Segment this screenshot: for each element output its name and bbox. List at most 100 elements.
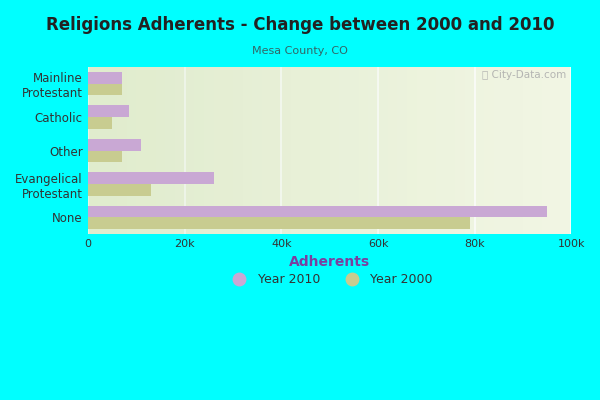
Bar (368, 67, 378, 234)
Bar (349, 67, 359, 234)
Bar (378, 67, 388, 234)
Bar (243, 67, 253, 234)
Bar (416, 67, 427, 234)
Bar (397, 67, 407, 234)
Bar (523, 67, 533, 234)
Bar (214, 67, 223, 234)
Bar (310, 67, 320, 234)
Bar (156, 67, 166, 234)
Text: ⓘ City-Data.com: ⓘ City-Data.com (482, 70, 566, 80)
Bar (465, 67, 475, 234)
Bar (513, 67, 523, 234)
Bar (204, 67, 214, 234)
Bar (542, 67, 552, 234)
Bar (194, 67, 204, 234)
Bar (281, 67, 291, 234)
Bar (88, 172, 214, 184)
Bar (446, 67, 455, 234)
Bar (233, 67, 243, 234)
Bar (446, 67, 455, 234)
Bar (156, 67, 166, 234)
Bar (301, 67, 310, 234)
Bar (146, 67, 156, 234)
Bar (427, 67, 436, 234)
Bar (88, 67, 98, 234)
Bar (262, 67, 272, 234)
Bar (98, 67, 107, 234)
Bar (88, 106, 129, 117)
Bar (494, 67, 503, 234)
Bar (552, 67, 562, 234)
Bar (281, 67, 291, 234)
Bar (533, 67, 542, 234)
Bar (272, 67, 281, 234)
Bar (494, 67, 503, 234)
Bar (88, 117, 112, 129)
Bar (533, 67, 542, 234)
Bar (272, 67, 281, 234)
Bar (107, 67, 117, 234)
Bar (166, 67, 175, 234)
Bar (194, 67, 204, 234)
Bar (513, 67, 523, 234)
Bar (262, 67, 272, 234)
Bar (407, 67, 416, 234)
Bar (475, 67, 484, 234)
Bar (233, 67, 243, 234)
Bar (88, 139, 142, 151)
Bar (88, 67, 98, 234)
Bar (127, 67, 136, 234)
Bar (340, 67, 349, 234)
Bar (88, 151, 122, 162)
Bar (330, 67, 340, 234)
Bar (340, 67, 349, 234)
Bar (117, 67, 127, 234)
Bar (465, 67, 475, 234)
Bar (378, 67, 388, 234)
Legend: Year 2010, Year 2000: Year 2010, Year 2000 (221, 268, 438, 292)
Bar (204, 67, 214, 234)
Bar (166, 67, 175, 234)
Bar (320, 67, 330, 234)
Bar (223, 67, 233, 234)
Bar (301, 67, 310, 234)
Bar (117, 67, 127, 234)
Bar (503, 67, 513, 234)
Bar (330, 67, 340, 234)
Text: Mesa County, CO: Mesa County, CO (252, 46, 348, 56)
Bar (523, 67, 533, 234)
Bar (455, 67, 465, 234)
Bar (185, 67, 194, 234)
Bar (484, 67, 494, 234)
Bar (427, 67, 436, 234)
Bar (185, 67, 194, 234)
X-axis label: Adherents: Adherents (289, 255, 370, 269)
Bar (416, 67, 427, 234)
Bar (175, 67, 185, 234)
Bar (552, 67, 562, 234)
Bar (388, 67, 397, 234)
Bar (98, 67, 107, 234)
Bar (436, 67, 446, 234)
Bar (562, 67, 571, 234)
Bar (243, 67, 253, 234)
Bar (359, 67, 368, 234)
Bar (253, 67, 262, 234)
Bar (107, 67, 117, 234)
Bar (542, 67, 552, 234)
Bar (310, 67, 320, 234)
Bar (214, 67, 223, 234)
Bar (88, 218, 470, 229)
Bar (436, 67, 446, 234)
Bar (88, 184, 151, 196)
Bar (253, 67, 262, 234)
Bar (484, 67, 494, 234)
Bar (388, 67, 397, 234)
Bar (368, 67, 378, 234)
Bar (223, 67, 233, 234)
Text: Religions Adherents - Change between 2000 and 2010: Religions Adherents - Change between 200… (46, 16, 554, 34)
Bar (503, 67, 513, 234)
Bar (88, 72, 122, 84)
Bar (291, 67, 301, 234)
Bar (175, 67, 185, 234)
